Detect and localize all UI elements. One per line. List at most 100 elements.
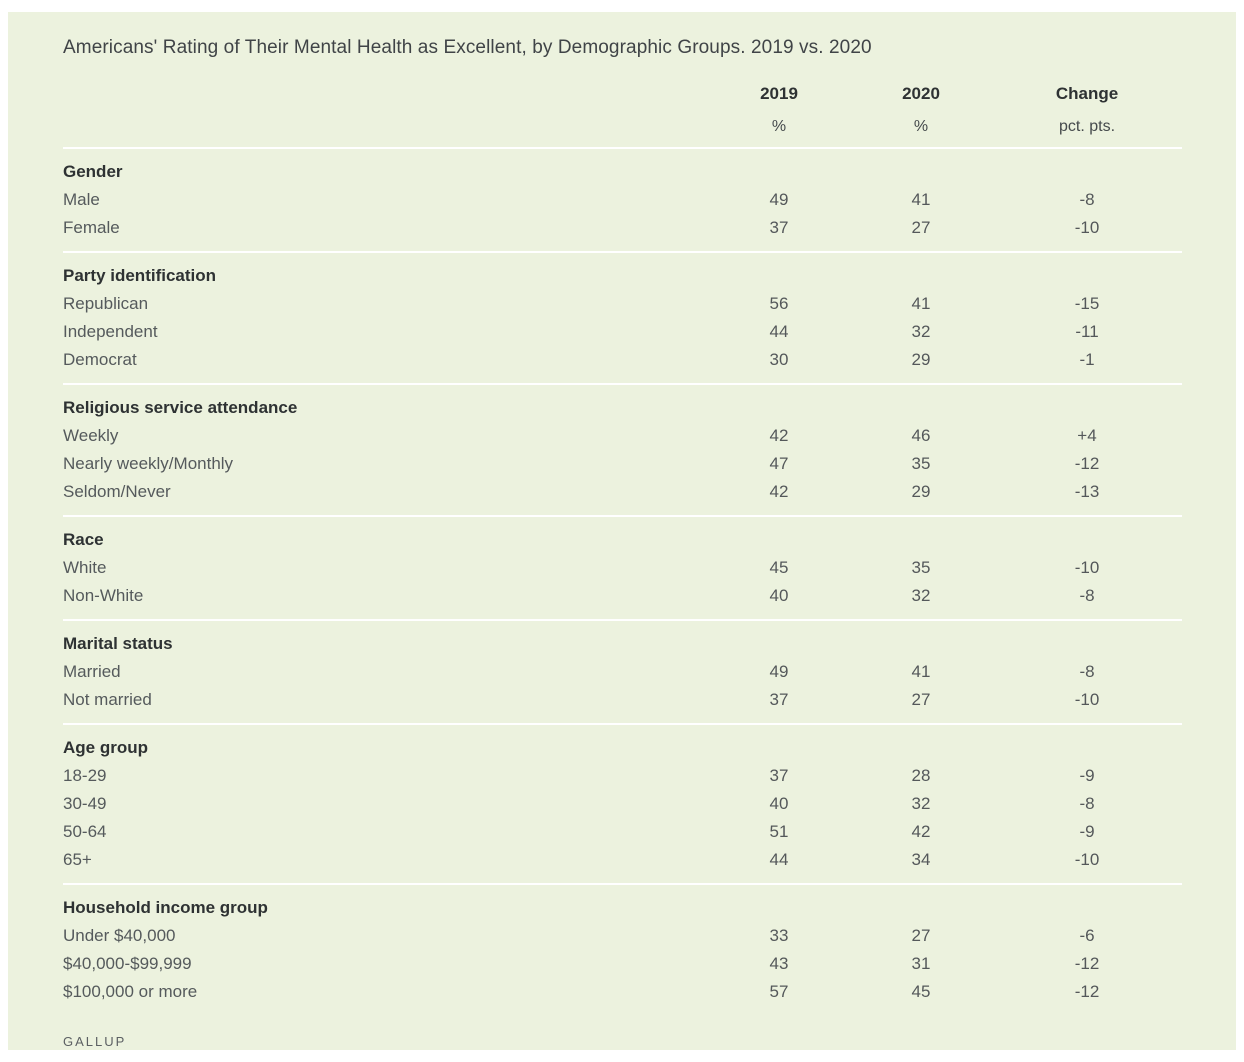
value-change: -13 <box>1074 482 1100 501</box>
value-2019: 45 <box>769 558 789 577</box>
row-label: Seldom/Never <box>63 482 171 501</box>
column-header-2020: 2020 <box>902 84 940 103</box>
section-heading-marital: Marital status <box>63 634 173 653</box>
divider <box>63 251 1182 253</box>
row-label: 30-49 <box>63 794 107 813</box>
page-title: Americans' Rating of Their Mental Health… <box>63 37 872 58</box>
column-unit-row: % % pct. pts. <box>63 109 1182 145</box>
row-label: $40,000-$99,999 <box>63 954 192 973</box>
table-row: 65+ 44 34 -10 <box>63 846 1182 874</box>
value-2020: 34 <box>911 850 931 869</box>
section-heading-row: Age group <box>63 734 1182 762</box>
table-row: Married 49 41 -8 <box>63 658 1182 686</box>
value-2019: 44 <box>769 850 789 869</box>
value-change: -8 <box>1079 662 1095 681</box>
value-2019: 42 <box>769 482 789 501</box>
row-label: Republican <box>63 294 149 313</box>
value-change: -10 <box>1074 850 1100 869</box>
section-heading-income: Household income group <box>63 898 268 917</box>
row-label: Under $40,000 <box>63 926 176 945</box>
row-label: Not married <box>63 690 152 709</box>
row-label: $100,000 or more <box>63 982 198 1001</box>
divider <box>63 383 1182 385</box>
section-heading-row: Party identification <box>63 262 1182 290</box>
value-2019: 56 <box>769 294 789 313</box>
section-heading-row: Religious service attendance <box>63 394 1182 422</box>
unit-change: pct. pts. <box>1058 118 1116 135</box>
section-heading-row: Marital status <box>63 630 1182 658</box>
row-label: Independent <box>63 322 158 341</box>
table-row: Under $40,000 33 27 -6 <box>63 922 1182 950</box>
divider <box>63 147 1182 149</box>
value-2019: 57 <box>769 982 789 1001</box>
row-label: Married <box>63 662 121 681</box>
value-2020: 45 <box>911 982 931 1001</box>
table-row: 18-29 37 28 -9 <box>63 762 1182 790</box>
divider <box>63 723 1182 725</box>
value-2020: 28 <box>911 766 931 785</box>
value-2019: 40 <box>769 586 789 605</box>
source-label: GALLUP <box>63 1034 127 1049</box>
section-heading-party: Party identification <box>63 266 217 285</box>
table-row: Non-White 40 32 -8 <box>63 582 1182 610</box>
unit-2019: % <box>771 118 787 135</box>
value-2019: 47 <box>769 454 789 473</box>
section-heading-age: Age group <box>63 738 148 757</box>
value-2020: 31 <box>911 954 931 973</box>
value-2019: 44 <box>769 322 789 341</box>
column-header-row: 2019 2020 Change <box>63 79 1182 109</box>
table-row: Democrat 30 29 -1 <box>63 346 1182 374</box>
value-change: -15 <box>1074 294 1100 313</box>
value-2019: 51 <box>769 822 789 841</box>
value-change: -12 <box>1074 454 1100 473</box>
value-change: -12 <box>1074 982 1100 1001</box>
table-row: Republican 56 41 -15 <box>63 290 1182 318</box>
section-heading-gender: Gender <box>63 162 123 181</box>
value-2019: 37 <box>769 218 789 237</box>
value-2020: 42 <box>911 822 931 841</box>
value-2020: 29 <box>911 350 931 369</box>
value-2020: 27 <box>911 926 931 945</box>
section-heading-religion: Religious service attendance <box>63 398 298 417</box>
table-row: Nearly weekly/Monthly 47 35 -12 <box>63 450 1182 478</box>
table-row: Weekly 42 46 +4 <box>63 422 1182 450</box>
value-change: -8 <box>1079 794 1095 813</box>
value-2019: 49 <box>769 662 789 681</box>
value-2020: 29 <box>911 482 931 501</box>
value-2019: 33 <box>769 926 789 945</box>
value-2020: 27 <box>911 218 931 237</box>
row-label: Non-White <box>63 586 144 605</box>
figure-panel: Americans' Rating of Their Mental Health… <box>8 12 1236 1050</box>
value-change: -12 <box>1074 954 1100 973</box>
value-2020: 32 <box>911 586 931 605</box>
unit-2020: % <box>913 118 929 135</box>
section-heading-row: Household income group <box>63 894 1182 922</box>
value-2019: 49 <box>769 190 789 209</box>
table-row: Not married 37 27 -10 <box>63 686 1182 714</box>
column-header-2019: 2019 <box>760 84 798 103</box>
row-label: 18-29 <box>63 766 107 785</box>
row-label: Democrat <box>63 350 137 369</box>
value-change: -1 <box>1079 350 1095 369</box>
table-row: Independent 44 32 -11 <box>63 318 1182 346</box>
divider <box>63 515 1182 517</box>
table-row: $40,000-$99,999 43 31 -12 <box>63 950 1182 978</box>
section-heading-race: Race <box>63 530 104 549</box>
row-label: Nearly weekly/Monthly <box>63 454 234 473</box>
row-label: White <box>63 558 107 577</box>
value-change: +4 <box>1077 426 1097 445</box>
divider <box>63 883 1182 885</box>
value-2020: 41 <box>911 294 931 313</box>
section-heading-row: Gender <box>63 158 1182 186</box>
value-change: -8 <box>1079 586 1095 605</box>
row-label: 50-64 <box>63 822 107 841</box>
value-2019: 37 <box>769 690 789 709</box>
row-label: Weekly <box>63 426 119 445</box>
section-heading-row: Race <box>63 526 1182 554</box>
table-row: Female 37 27 -10 <box>63 214 1182 242</box>
value-change: -10 <box>1074 218 1100 237</box>
value-2020: 27 <box>911 690 931 709</box>
value-change: -6 <box>1079 926 1095 945</box>
row-label: Male <box>63 190 100 209</box>
value-2019: 37 <box>769 766 789 785</box>
